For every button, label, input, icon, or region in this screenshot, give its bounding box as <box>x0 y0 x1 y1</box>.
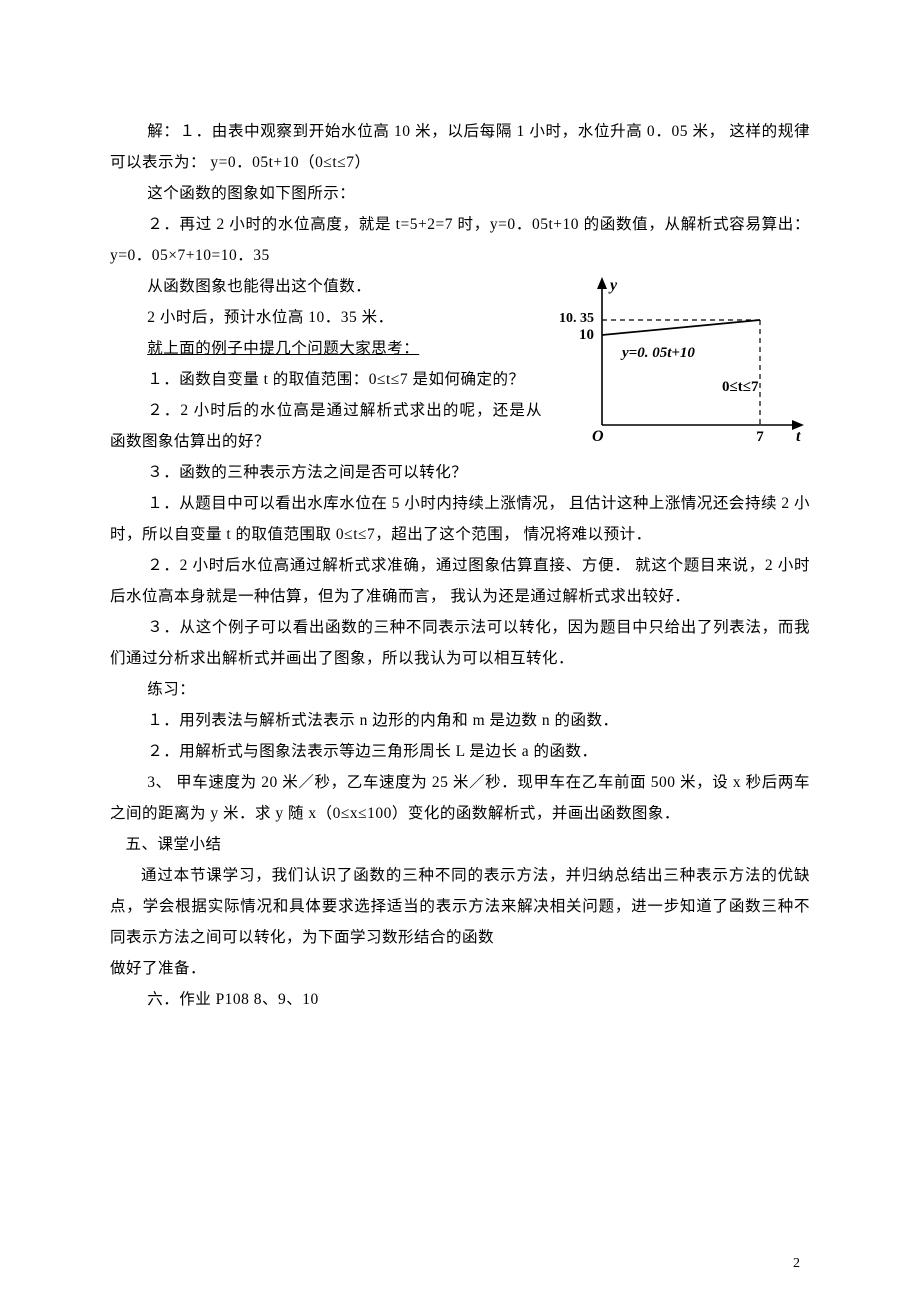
y-axis-arrow <box>597 277 607 289</box>
para-a1: １．从题目中可以看出水库水位在 5 小时内持续上涨情况， 且估计这种上涨情况还会… <box>110 488 810 550</box>
domain-label: 0≤t≤7 <box>722 379 759 395</box>
para-summary-end: 做好了准备． <box>110 953 810 984</box>
para-solution-2: ２．再过 2 小时的水位高度，就是 t=5+2=7 时，y=0．05t+10 的… <box>110 209 810 271</box>
y-axis-label: y <box>608 277 618 294</box>
x-tick-7: 7 <box>756 429 764 445</box>
para-q3: ３．函数的三种表示方法之间是否可以转化？ <box>110 457 810 488</box>
para-solution-1: 解：１．由表中观察到开始水位高 10 米，以后每隔 1 小时，水位升高 0．05… <box>110 116 810 178</box>
function-graph: 10 10. 35 y y=0. 05t+10 0≤t≤7 O 7 t <box>550 275 810 450</box>
page-number: 2 <box>793 1256 800 1272</box>
para-section5-heading: 五、课堂小结 <box>110 829 810 860</box>
y-tick-1035: 10. 35 <box>559 311 594 326</box>
para-graph-intro: 这个函数的图象如下图所示： <box>110 178 810 209</box>
para-a3: ３．从这个例子可以看出函数的三种不同表示法可以转化，因为题目中只给出了列表法，而… <box>110 612 810 674</box>
equation-label: y=0. 05t+10 <box>620 345 695 361</box>
para-ex1: １．用列表法与解析式法表示 n 边形的内角和 m 是边数 n 的函数． <box>110 705 810 736</box>
para-ex3: 3、 甲车速度为 20 米／秒，乙车速度为 25 米／秒．现甲车在乙车前面 50… <box>110 767 810 829</box>
function-line <box>602 320 760 335</box>
para-summary: 通过本节课学习，我们认识了函数的三种不同的表示方法，并归纳总结出三种表示方法的优… <box>110 860 810 953</box>
x-axis-label: t <box>796 428 801 445</box>
para-ex2: ２．用解析式与图象法表示等边三角形周长 L 是边长 a 的函数． <box>110 736 810 767</box>
questions-intro-text: 就上面的例子中提几个问题大家思考： <box>147 340 419 357</box>
para-homework: 六．作业 P108 8、9、10 <box>110 984 810 1015</box>
origin-label: O <box>592 428 604 445</box>
para-a2: ２．2 小时后水位高通过解析式求准确，通过图象估算直接、方便． 就这个题目来说，… <box>110 550 810 612</box>
para-practice-heading: 练习： <box>110 674 810 705</box>
y-tick-10: 10 <box>579 327 594 343</box>
